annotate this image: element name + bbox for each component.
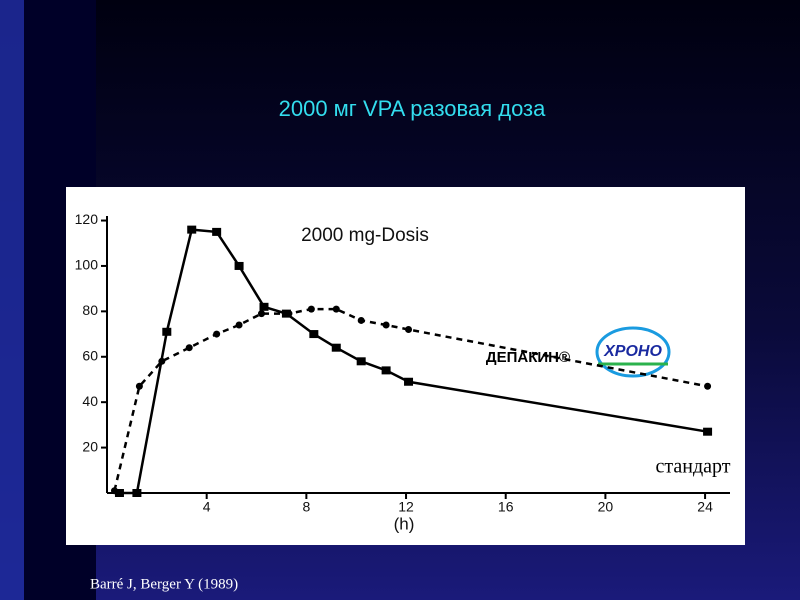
- y-tick-label: 80: [82, 302, 98, 318]
- point: [235, 321, 243, 329]
- point: [187, 225, 197, 234]
- point: [132, 489, 142, 497]
- logo-ring: [595, 326, 671, 378]
- logo-text: ХРОНО: [603, 343, 662, 360]
- x-tick-label: 4: [203, 499, 211, 515]
- point: [185, 344, 193, 352]
- x-tick-label: 20: [598, 499, 614, 515]
- point: [285, 310, 293, 318]
- point: [212, 227, 222, 236]
- point: [703, 427, 713, 436]
- point: [381, 366, 391, 375]
- point: [162, 327, 172, 336]
- point: [135, 382, 143, 390]
- y-tick-label: 120: [75, 211, 99, 227]
- point: [704, 382, 712, 390]
- point: [404, 377, 414, 386]
- point: [382, 321, 390, 329]
- point: [258, 310, 266, 318]
- x-tick-label: 12: [398, 499, 414, 515]
- citation: Barré J, Berger Y (1989): [90, 576, 238, 592]
- point: [213, 330, 221, 338]
- y-tick-label: 100: [75, 257, 99, 273]
- x-axis-label: (h): [394, 514, 415, 533]
- series-line: [113, 307, 708, 492]
- point: [307, 305, 315, 313]
- y-tick-label: 20: [82, 438, 98, 454]
- side-stripe: [0, 0, 24, 600]
- x-tick-label: 24: [697, 499, 713, 515]
- point: [332, 305, 340, 313]
- series-label: ДЕПАКИН®: [486, 349, 570, 366]
- chart-panel: [66, 187, 745, 545]
- y-tick-label: 60: [82, 347, 98, 363]
- x-tick-label: 8: [302, 499, 310, 515]
- x-tick-label: 16: [498, 499, 514, 515]
- point: [158, 357, 166, 365]
- point: [356, 357, 366, 366]
- point: [114, 489, 124, 497]
- point: [331, 343, 341, 352]
- point: [309, 330, 319, 339]
- chart-title: 2000 mg-Dosis: [301, 225, 429, 246]
- point: [405, 326, 413, 334]
- y-tick-label: 40: [82, 393, 98, 409]
- series-label: стандарт: [656, 456, 731, 478]
- point: [259, 302, 269, 311]
- slide-title: 2000 мг VPA разовая доза: [279, 96, 547, 121]
- point: [110, 487, 118, 495]
- point: [234, 261, 244, 270]
- point: [357, 316, 365, 324]
